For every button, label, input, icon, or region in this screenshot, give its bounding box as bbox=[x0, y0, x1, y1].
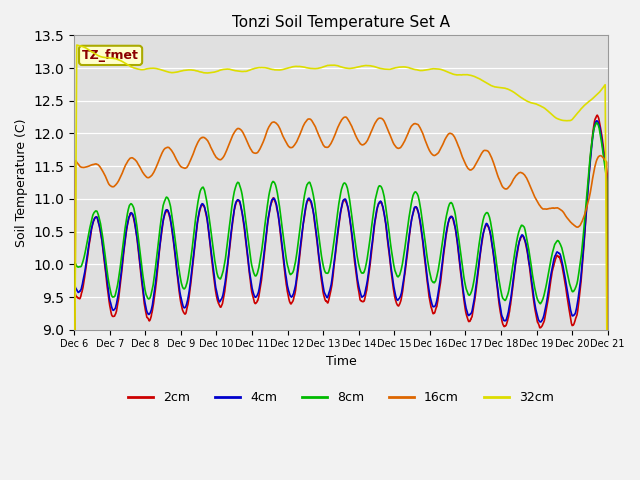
X-axis label: Time: Time bbox=[326, 355, 356, 368]
Text: TZ_fmet: TZ_fmet bbox=[82, 49, 139, 62]
Legend: 2cm, 4cm, 8cm, 16cm, 32cm: 2cm, 4cm, 8cm, 16cm, 32cm bbox=[123, 386, 559, 409]
Y-axis label: Soil Temperature (C): Soil Temperature (C) bbox=[15, 118, 28, 247]
Title: Tonzi Soil Temperature Set A: Tonzi Soil Temperature Set A bbox=[232, 15, 450, 30]
